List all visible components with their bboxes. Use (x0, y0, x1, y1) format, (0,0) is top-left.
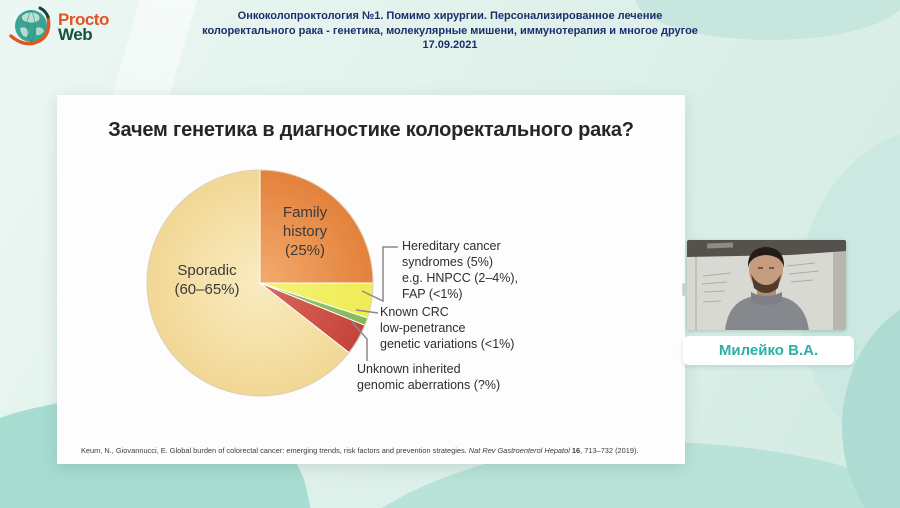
webinar-title-line-1: Онкоколопроктология №1. Помимо хирургии.… (237, 10, 663, 22)
slide-title: Зачем генетика в диагностике колоректаль… (108, 119, 634, 141)
citation-tail: , 713–732 (2019). (580, 446, 639, 455)
logo-text-procto: Procto (58, 10, 109, 29)
pie-chart-slices (146, 169, 374, 397)
proctoweb-logo: Procto Web (8, 4, 109, 50)
presenter-video[interactable] (687, 240, 846, 330)
pie-label-sporadic: Sporadic (60–65%) (174, 262, 240, 298)
pie-label-family-history: Family history (25%) (282, 204, 328, 259)
globe-icon (9, 6, 51, 46)
leader-line-hereditary (361, 246, 398, 303)
leader-line-unknown (351, 321, 368, 361)
citation-volume: 16 (571, 446, 581, 455)
pie-chart (146, 169, 398, 397)
presenter-name: Милейко В.А. (718, 342, 819, 359)
logo-text-web: Web (58, 25, 93, 44)
leader-line-known-crc (355, 309, 379, 314)
callout-known-crc: Known CRC low-penetrance genetic variati… (380, 305, 515, 351)
pie-slice-family-history (259, 169, 374, 284)
citation: Keum, N., Giovannucci, E. Global burden … (81, 446, 639, 455)
pie-slice-sporadic (146, 169, 350, 397)
webinar-title-line-3: 17.09.2021 (422, 39, 478, 51)
presenter-avatar (687, 240, 846, 330)
video-side-tick (682, 283, 685, 296)
presentation-slide: Зачем генетика в диагностике колоректаль… (57, 95, 685, 464)
callout-unknown-inherited: Unknown inherited genomic aberrations (?… (357, 362, 501, 392)
presenter-name-badge: Милейко В.А. (683, 336, 854, 365)
webinar-title-line-2: колоректального рака - генетика, молекул… (202, 24, 698, 37)
webinar-title: Онкоколопроктология №1. Помимо хирургии.… (150, 9, 750, 53)
pie-outline (146, 169, 374, 397)
citation-text: Keum, N., Giovannucci, E. Global burden … (81, 446, 469, 455)
citation-journal: Nat Rev Gastroenterol Hepatol (468, 446, 572, 455)
callout-hereditary-syndromes: Hereditary cancer syndromes (5%) e.g. HN… (402, 239, 519, 301)
